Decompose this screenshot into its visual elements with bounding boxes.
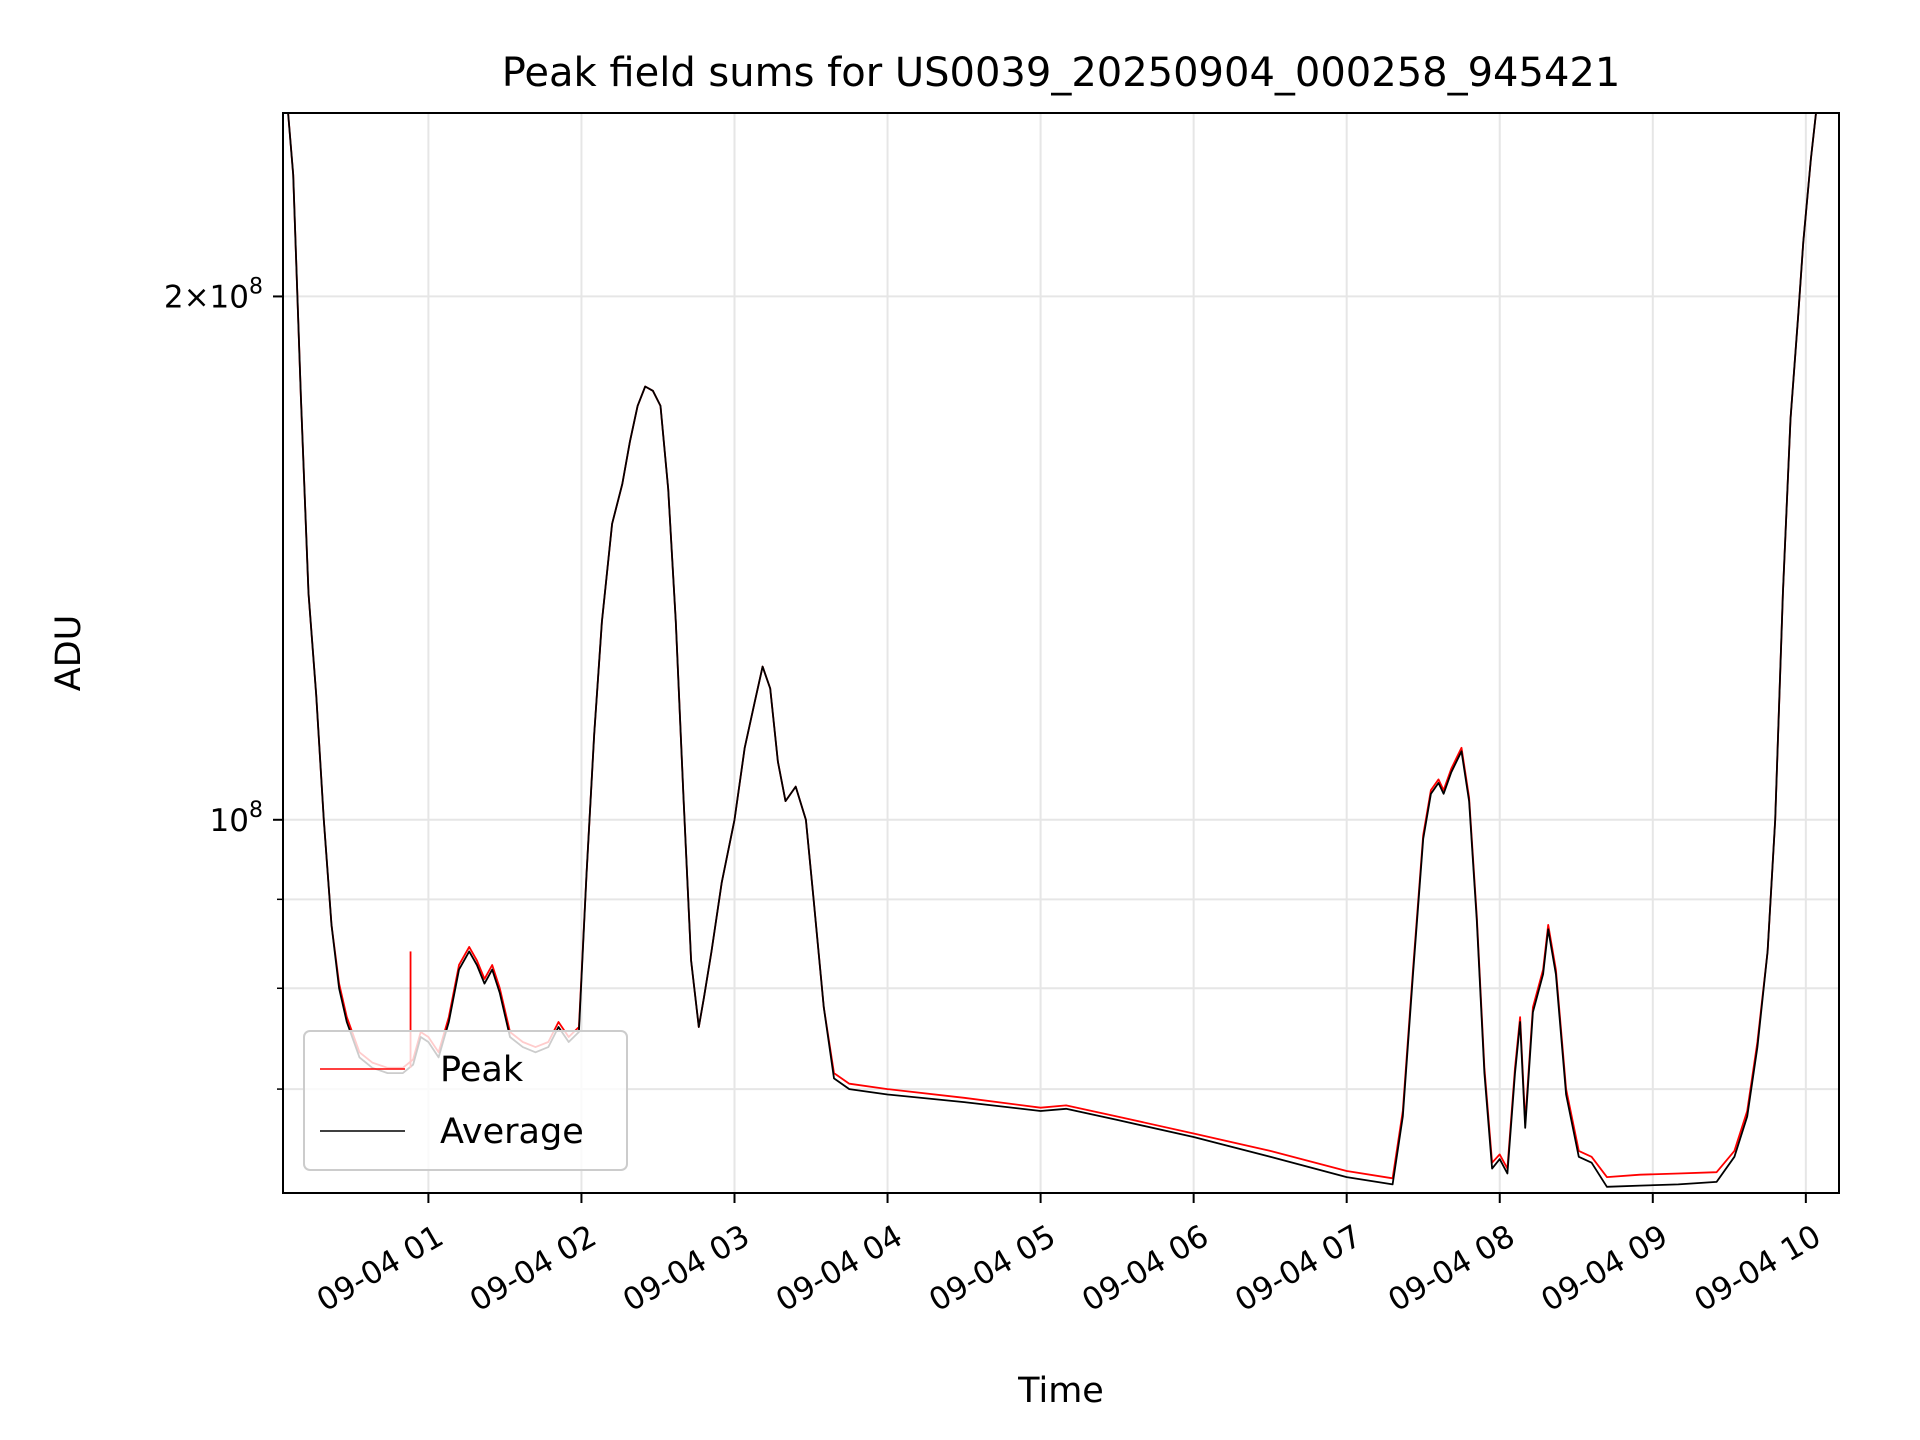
x-axis-label: Time [1017, 1371, 1104, 1411]
plot-area [283, 113, 1839, 1193]
y-tick-label: 2×108 [164, 274, 263, 315]
plot-frame [282, 112, 1840, 1194]
y-tick-label-base: 10 [210, 803, 249, 839]
legend-label-peak: Peak [440, 1050, 524, 1090]
y-tick-label-exponent: 8 [249, 274, 263, 299]
series-line-average [287, 113, 1817, 1188]
y-tick-label-base: 2×10 [164, 279, 249, 315]
legend-label-average: Average [440, 1112, 584, 1152]
legend: Peak Average [303, 1030, 628, 1171]
y-tick-label-exponent: 8 [249, 798, 263, 823]
legend-box [303, 1030, 628, 1171]
y-tick-label: 108 [210, 798, 263, 839]
chart-title: Peak field sums for US0039_20250904_0002… [502, 50, 1621, 96]
y-axis-label: ADU [49, 615, 89, 692]
